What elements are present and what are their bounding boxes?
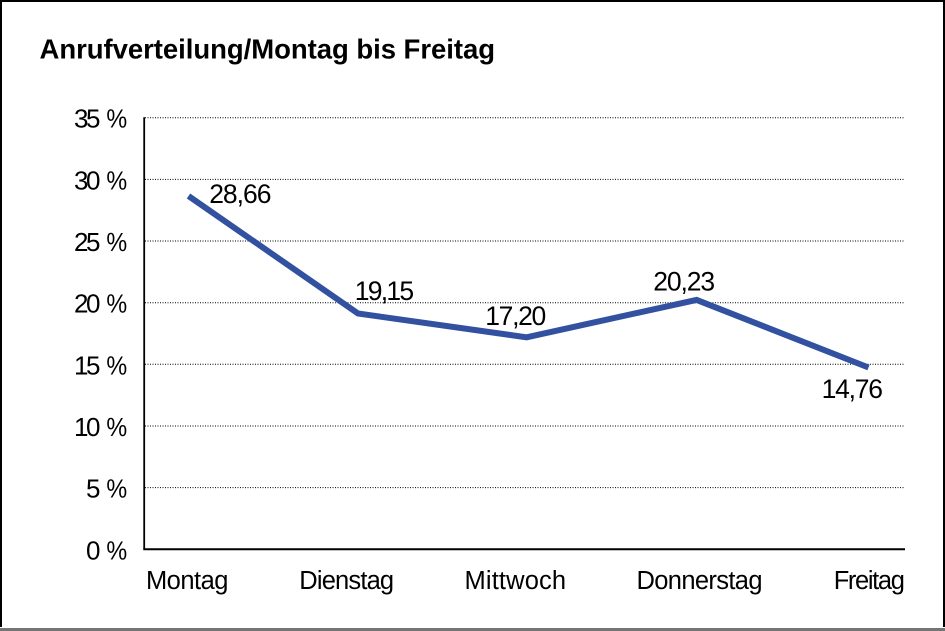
svg-text:%: % xyxy=(106,106,127,134)
svg-text:Donnerstag: Donnerstag xyxy=(637,567,763,595)
svg-text:20,23: 20,23 xyxy=(653,267,715,297)
svg-text:%: % xyxy=(106,291,127,319)
svg-text:%: % xyxy=(106,537,127,565)
svg-text:%: % xyxy=(106,476,127,504)
svg-text:14,76: 14,76 xyxy=(822,374,883,404)
svg-text:30: 30 xyxy=(74,165,101,195)
svg-text:19,15: 19,15 xyxy=(355,276,414,306)
svg-text:%: % xyxy=(106,229,127,257)
svg-text:Anrufverteilung/Montag bis Fre: Anrufverteilung/Montag bis Freitag xyxy=(40,34,496,65)
svg-text:35: 35 xyxy=(74,104,101,134)
svg-text:%: % xyxy=(106,352,127,380)
svg-text:0: 0 xyxy=(86,535,100,565)
svg-text:20: 20 xyxy=(74,289,101,319)
svg-text:%: % xyxy=(106,167,127,195)
svg-text:Freitag: Freitag xyxy=(834,567,905,595)
svg-text:Dienstag: Dienstag xyxy=(299,567,394,595)
svg-text:10: 10 xyxy=(74,412,101,442)
svg-text:5: 5 xyxy=(86,474,100,504)
svg-text:17,20: 17,20 xyxy=(485,301,546,331)
svg-text:Montag: Montag xyxy=(146,567,229,595)
svg-text:Mittwoch: Mittwoch xyxy=(465,567,567,595)
svg-text:%: % xyxy=(106,414,127,442)
svg-text:15: 15 xyxy=(74,350,101,380)
svg-text:25: 25 xyxy=(74,227,101,257)
svg-text:28,66: 28,66 xyxy=(209,179,271,209)
